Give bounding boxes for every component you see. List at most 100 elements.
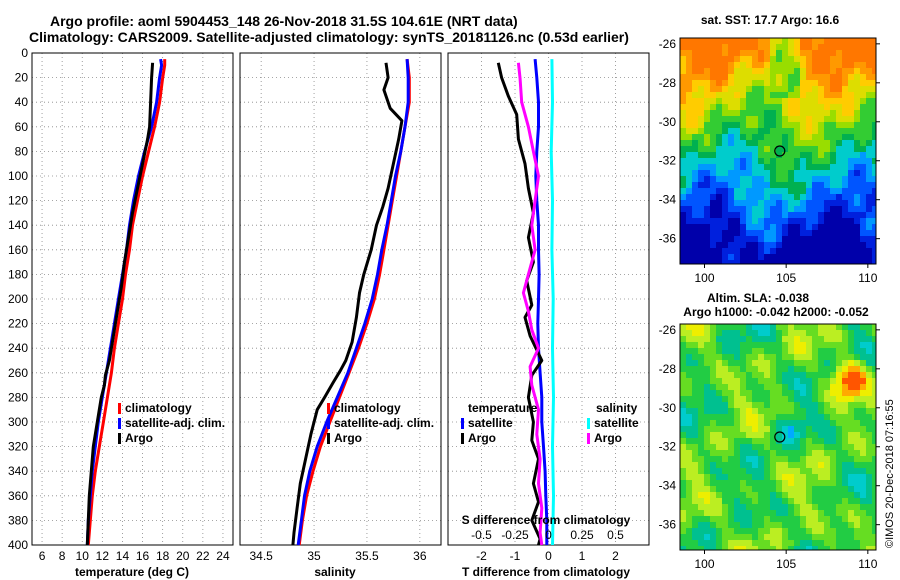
sst-map-cell: [794, 128, 800, 134]
sla-map-cell: [758, 450, 764, 456]
sst-map-cell: [686, 224, 692, 230]
sst-map-cell: [752, 170, 758, 176]
sla-map-cell: [866, 372, 872, 378]
sst-map-cell: [812, 86, 818, 92]
sla-map-cell: [764, 348, 770, 354]
sst-map-cell: [734, 188, 740, 194]
sst-map-cell: [704, 110, 710, 116]
sla-map-cell: [704, 474, 710, 480]
sla-map-cell: [848, 546, 854, 550]
sla-map-cell: [698, 498, 704, 504]
sla-map-cell: [764, 450, 770, 456]
sla-map-cell: [758, 420, 764, 426]
sst-map-cell: [794, 56, 800, 62]
sla-map-cell: [740, 384, 746, 390]
sla-map-cell: [680, 522, 686, 528]
sst-map-cell: [848, 74, 854, 80]
sla-map-cell: [866, 492, 872, 498]
sla-map-cell: [740, 438, 746, 444]
sst-map-cell: [812, 134, 818, 140]
sst-map-cell: [704, 146, 710, 152]
sal-xtick-label: 34.5: [249, 549, 273, 563]
sla-map-cell: [680, 474, 686, 480]
sst-map-cell: [842, 122, 848, 128]
sla-map-cell: [776, 522, 782, 528]
sla-map-cell: [728, 540, 734, 546]
sst-map-cell: [770, 128, 776, 134]
sla-map-cell: [776, 516, 782, 522]
sla-map-cell: [830, 492, 836, 498]
sst-map-cell: [818, 56, 824, 62]
sst-map-cell: [692, 38, 698, 44]
sst-map-cell: [836, 170, 842, 176]
sst-map-cell: [728, 110, 734, 116]
sla-map-cell: [740, 408, 746, 414]
sst-map-cell: [710, 206, 716, 212]
sla-map-cell: [698, 348, 704, 354]
sst-map-cell: [728, 140, 734, 146]
sst-map-cell: [842, 152, 848, 158]
sla-map-cell: [872, 366, 876, 372]
sla-map-cell: [800, 474, 806, 480]
sst-map-cell: [698, 206, 704, 212]
sst-map-cell: [698, 224, 704, 230]
sla-map-cell: [782, 408, 788, 414]
sla-map-cell: [752, 384, 758, 390]
sla-map-cell: [800, 480, 806, 486]
sst-map-cell: [698, 212, 704, 218]
sst-map-cell: [812, 248, 818, 254]
temp-series-satellite-adj-clim-: [85, 58, 164, 546]
sla-map-cell: [686, 450, 692, 456]
sst-map-cell: [680, 176, 686, 182]
sla-map-cell: [710, 480, 716, 486]
sla-map-cell: [698, 360, 704, 366]
sla-map-cell: [740, 414, 746, 420]
diff-legend-label: Argo: [594, 431, 622, 445]
sst-map-cell: [764, 176, 770, 182]
sla-map-cell: [818, 450, 824, 456]
sla-map-cell: [746, 438, 752, 444]
sst-map-cell: [734, 182, 740, 188]
sla-map-cell: [716, 360, 722, 366]
sst-map-cell: [782, 194, 788, 200]
sst-map-cell: [758, 152, 764, 158]
sal-legend-swatch: [327, 433, 330, 444]
sla-map-cell: [752, 510, 758, 516]
sst-map-cell: [782, 56, 788, 62]
sst-map-cell: [686, 80, 692, 86]
sla-map-cell: [812, 336, 818, 342]
sla-map-cell: [680, 534, 686, 540]
sla-map-cell: [818, 366, 824, 372]
sst-map-cell: [710, 230, 716, 236]
sla-map-cell: [698, 528, 704, 534]
sst-map-cell: [818, 230, 824, 236]
sla-map-cell: [746, 504, 752, 510]
sla-map-cell: [776, 456, 782, 462]
sst-map-cell: [794, 212, 800, 218]
sla-map-cell: [716, 474, 722, 480]
sst-map-cell: [680, 128, 686, 134]
sst-map-cell: [794, 242, 800, 248]
sst-map-cell: [686, 170, 692, 176]
sla-map-cell: [722, 456, 728, 462]
sla-map-cell: [824, 330, 830, 336]
sst-map-cell: [872, 200, 876, 206]
sla-map-cell: [710, 486, 716, 492]
sla-map-cell: [842, 510, 848, 516]
sst-map-cell: [812, 242, 818, 248]
sla-map-cell: [734, 516, 740, 522]
sst-map-cell: [842, 134, 848, 140]
sla-map-cell: [788, 522, 794, 528]
sst-map-cell: [704, 50, 710, 56]
sst-map-cell: [704, 44, 710, 50]
sst-map-cell: [836, 212, 842, 218]
sst-map-cell: [842, 254, 848, 260]
sst-map-cell: [788, 164, 794, 170]
sla-map-cell: [764, 468, 770, 474]
diff-legend-label: satellite: [594, 416, 639, 430]
sla-map-cell: [740, 342, 746, 348]
sst-map-cell: [812, 158, 818, 164]
sla-map-cell: [854, 516, 860, 522]
sla-map-cell: [728, 498, 734, 504]
sla-map-cell: [692, 384, 698, 390]
